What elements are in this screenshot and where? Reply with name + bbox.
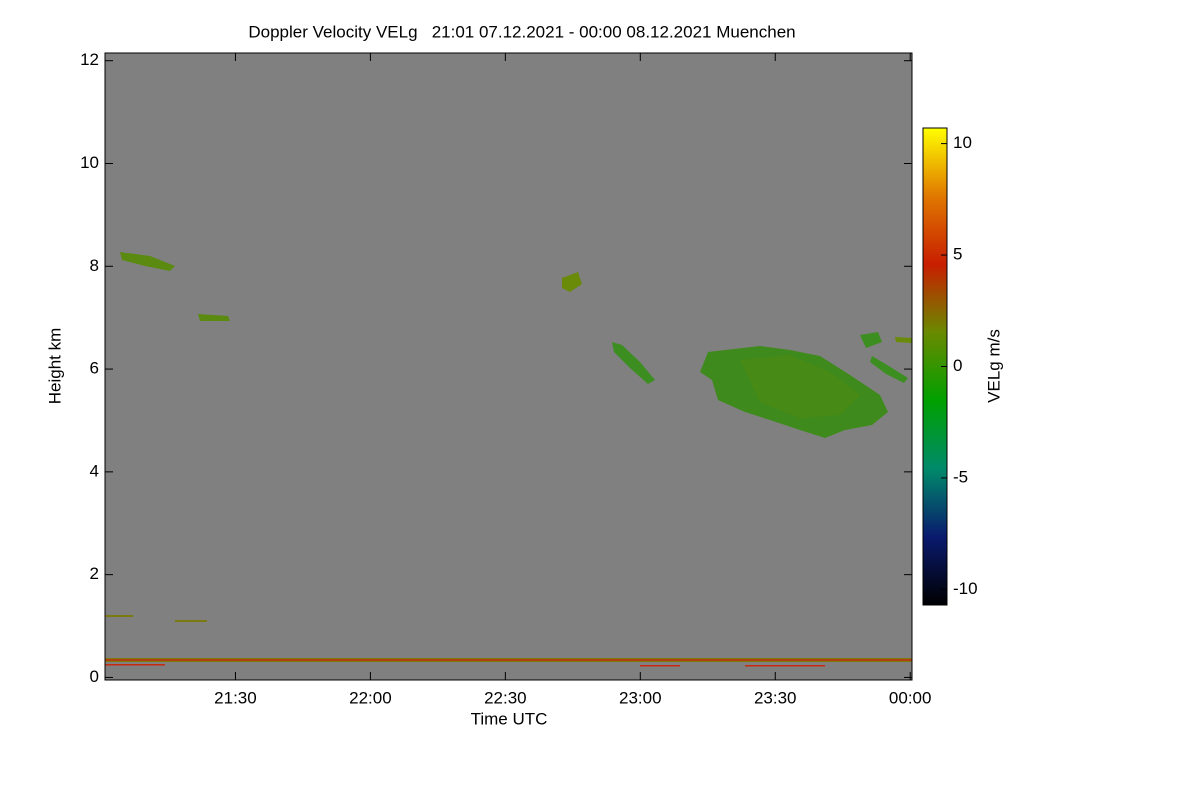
echo [895,337,912,343]
y-tick-label: 4 [90,461,99,480]
colorbar-tick-label: 10 [953,133,972,152]
echo [105,615,133,617]
y-tick-label: 0 [90,667,99,686]
echo [105,659,912,661]
echo [562,272,582,292]
echo [105,664,165,666]
x-tick-label: 22:30 [484,688,527,707]
x-tick-label: 22:00 [349,688,392,707]
echo [120,252,175,271]
x-tick-label: 23:30 [754,688,797,707]
echo [740,355,860,418]
colorbar-tick-label: 5 [953,245,962,264]
x-tick-label: 21:30 [214,688,257,707]
echo [870,356,908,383]
chart-title: Doppler Velocity VELg 21:01 07.12.2021 -… [248,22,795,41]
y-tick-label: 2 [90,564,99,583]
echo [745,665,825,667]
colorbar-tick-label: -10 [953,579,978,598]
echo [175,620,207,622]
x-axis-label: Time UTC [471,709,548,728]
colorbar-label: VELg m/s [984,329,1003,403]
echo [860,332,882,348]
y-axis-label: Height km [45,328,64,405]
y-tick-label: 10 [80,153,99,172]
echoes [105,252,912,667]
plot-frame [104,52,913,681]
y-tick-label: 6 [90,359,99,378]
y-tick-label: 12 [80,50,99,69]
colorbar-tick-label: -5 [953,467,968,486]
echo [198,314,230,321]
y-tick-label: 8 [90,256,99,275]
echo [640,665,680,667]
echo [612,342,655,384]
x-tick-label: 00:00 [889,688,932,707]
x-tick-label: 23:00 [619,688,662,707]
colorbar-tick-label: 0 [953,356,962,375]
